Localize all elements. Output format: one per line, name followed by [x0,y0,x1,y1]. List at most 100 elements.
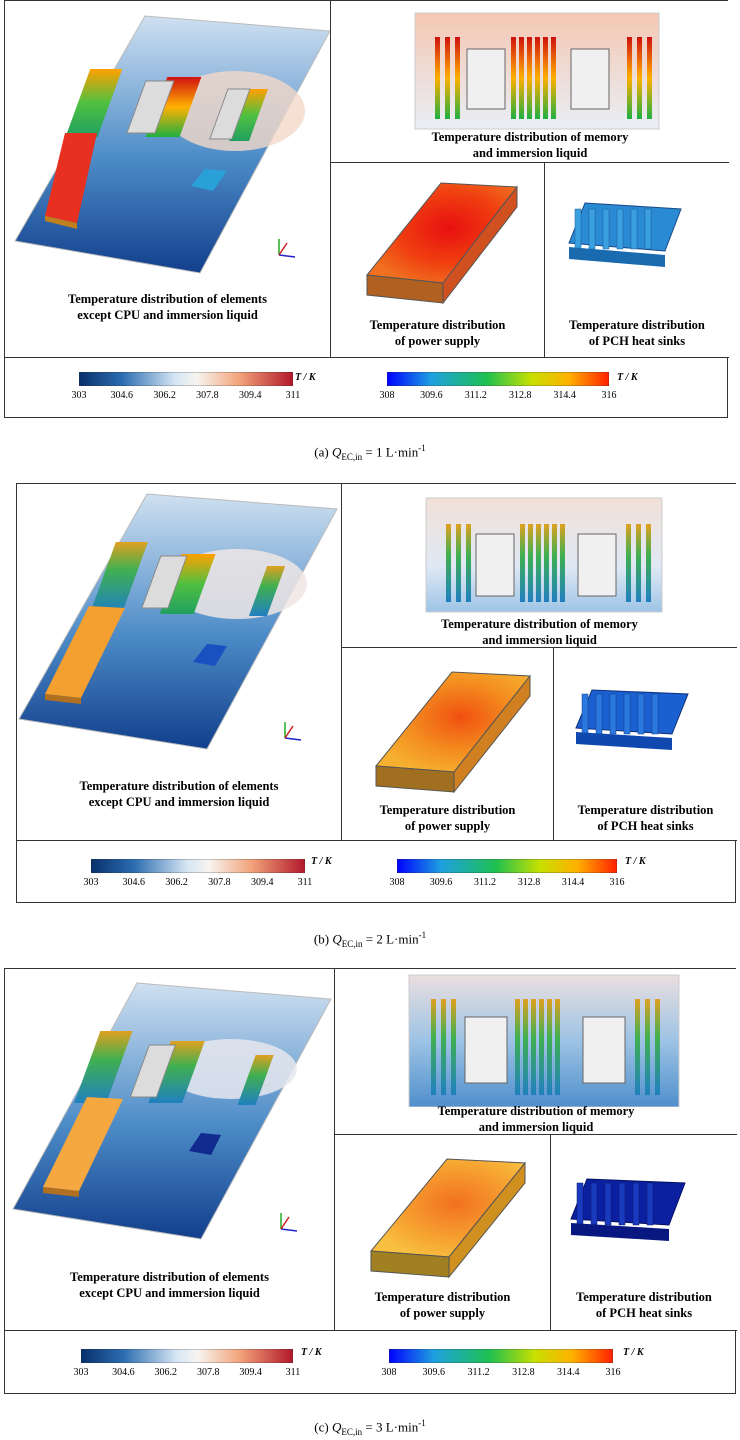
tick: 306.2 [165,877,188,888]
colorbar-right-c: 308 309.6 311.2 312.8 314.4 316 [382,1348,621,1378]
tick: 303 [83,877,99,888]
tick: 304.6 [112,1367,135,1378]
unit-label: T / K [295,372,316,383]
tick: 304.6 [110,390,134,401]
tick: 314.4 [561,877,585,888]
colorbar-left-c: 303 304.6 306.2 307.8 309.4 311 [74,1348,300,1378]
unit-label: T / K [311,856,332,867]
elements-view-c: Temperature distribution of elements exc… [5,969,335,1331]
power-supply-render [366,182,518,305]
tick: 308 [389,877,405,888]
tick: 312.8 [517,877,541,888]
memory-render [414,12,660,130]
memory-caption-line1: Temperature distribution of memory [437,1104,635,1118]
memory-view-c: Temperature distribution of memory and i… [335,969,737,1135]
axis-triad-icon [278,239,296,258]
elements-view-a: Temperature distribution of elements exc… [5,1,331,358]
caption-q: Q [332,931,342,947]
elements-caption-line2: except CPU and immersion liquid [77,308,258,322]
tick: 312.8 [508,390,532,401]
memory-caption-line2: and immersion liquid [478,1120,594,1134]
elements-caption-line1: Temperature distribution of elements [79,779,279,793]
panel-a: Temperature distribution of elements exc… [4,0,729,418]
caption-sub: EC,in [341,1426,363,1437]
colorbar-right-a: 308 309.6 311.2 312.8 314.4 316 [380,371,617,401]
pch-caption-line2: of PCH heat sinks [595,1306,693,1320]
tick: 306.2 [153,390,176,401]
tick: 314.4 [556,1367,580,1378]
tick: 309.6 [420,390,443,401]
power-supply-view-b: Temperature distribution of power supply [342,648,554,841]
tick: 304.6 [122,877,146,888]
colorbar-left-a: 303 304.6 306.2 307.8 309.4 311 [72,371,300,401]
unit-label: T / K [625,856,646,867]
memory-caption-line2: and immersion liquid [482,633,597,647]
power-caption-line2: of power supply [404,819,491,833]
panel-b: Temperature distribution of elements exc… [16,483,737,903]
memory-render [425,497,663,613]
memory-render [408,974,680,1108]
elements-render [12,982,332,1240]
caption-sup: -1 [418,1418,426,1428]
axis-triad-icon [284,722,302,741]
power-caption-line1: Temperature distribution [379,803,516,817]
tick: 309.6 [429,877,453,888]
caption-prefix: (b) [313,931,333,947]
tick: 311 [285,1367,301,1378]
caption-value: = 2 L·min [362,931,419,947]
pch-caption-line2: of PCH heat sinks [588,334,686,348]
tick: 308 [379,390,395,401]
tick: 309.6 [422,1367,446,1378]
caption-sub: EC,in [341,451,363,462]
elements-caption-line2: except CPU and immersion liquid [88,795,270,809]
tick: 303 [71,390,87,401]
tick: 316 [605,1367,621,1378]
tick: 307.8 [196,1367,220,1378]
caption-sup: -1 [418,930,427,940]
pch-view-a: Temperature distribution of PCH heat sin… [545,163,729,358]
tick: 311 [285,390,301,401]
tick: 307.8 [208,877,231,888]
memory-view-b: Temperature distribution of memory and i… [342,484,737,648]
memory-caption-line1: Temperature distribution of memory [441,617,638,631]
tick: 311.2 [467,1367,490,1378]
tick: 309.4 [238,390,262,401]
tick: 311.2 [464,390,487,401]
elements-caption-line2: except CPU and immersion liquid [79,1286,260,1300]
tick: 309.4 [250,877,274,888]
elements-caption-line1: Temperature distribution of elements [70,1270,269,1284]
power-supply-render [370,1158,527,1279]
memory-view-a: Temperature distribution of memory and i… [331,1,729,163]
pch-caption-line1: Temperature distribution [576,1290,712,1304]
unit-label: T / K [623,1347,644,1358]
power-caption-line1: Temperature distribution [374,1290,511,1304]
tick: 309.4 [239,1367,262,1378]
elements-render [18,493,338,750]
caption-a: (a) QEC,in = 1 L·min-1 [0,443,740,462]
tick: 308 [381,1367,397,1378]
memory-caption-line2: and immersion liquid [472,146,588,160]
pch-caption-line2: of PCH heat sinks [597,819,694,833]
power-caption-line2: of power supply [399,1306,486,1320]
caption-prefix: (c) [314,1419,332,1435]
pch-render [568,202,682,267]
axis-triad-icon [280,1213,298,1232]
caption-q: Q [331,1419,342,1435]
tick: 303 [73,1367,89,1378]
power-supply-view-c: Temperature distribution of power supply [335,1135,551,1331]
caption-sup: -1 [418,443,426,453]
pch-caption-line1: Temperature distribution [569,318,705,332]
caption-value: = 3 L·min [362,1419,419,1435]
caption-q: Q [331,444,342,460]
tick: 311.2 [473,877,497,888]
elements-render [14,15,330,274]
caption-sub: EC,in [341,938,363,949]
pch-view-b: Temperature distribution of PCH heat sin… [554,648,737,841]
tick: 312.8 [512,1367,535,1378]
pch-caption-line1: Temperature distribution [577,803,714,817]
colorbar-right-b: 308 309.6 311.2 312.8 314.4 316 [390,858,625,888]
tick: 316 [601,390,617,401]
colorbar-left-b: 303 304.6 306.2 307.8 309.4 311 [84,858,312,888]
unit-label: T / K [617,372,638,383]
pch-render [575,689,689,750]
